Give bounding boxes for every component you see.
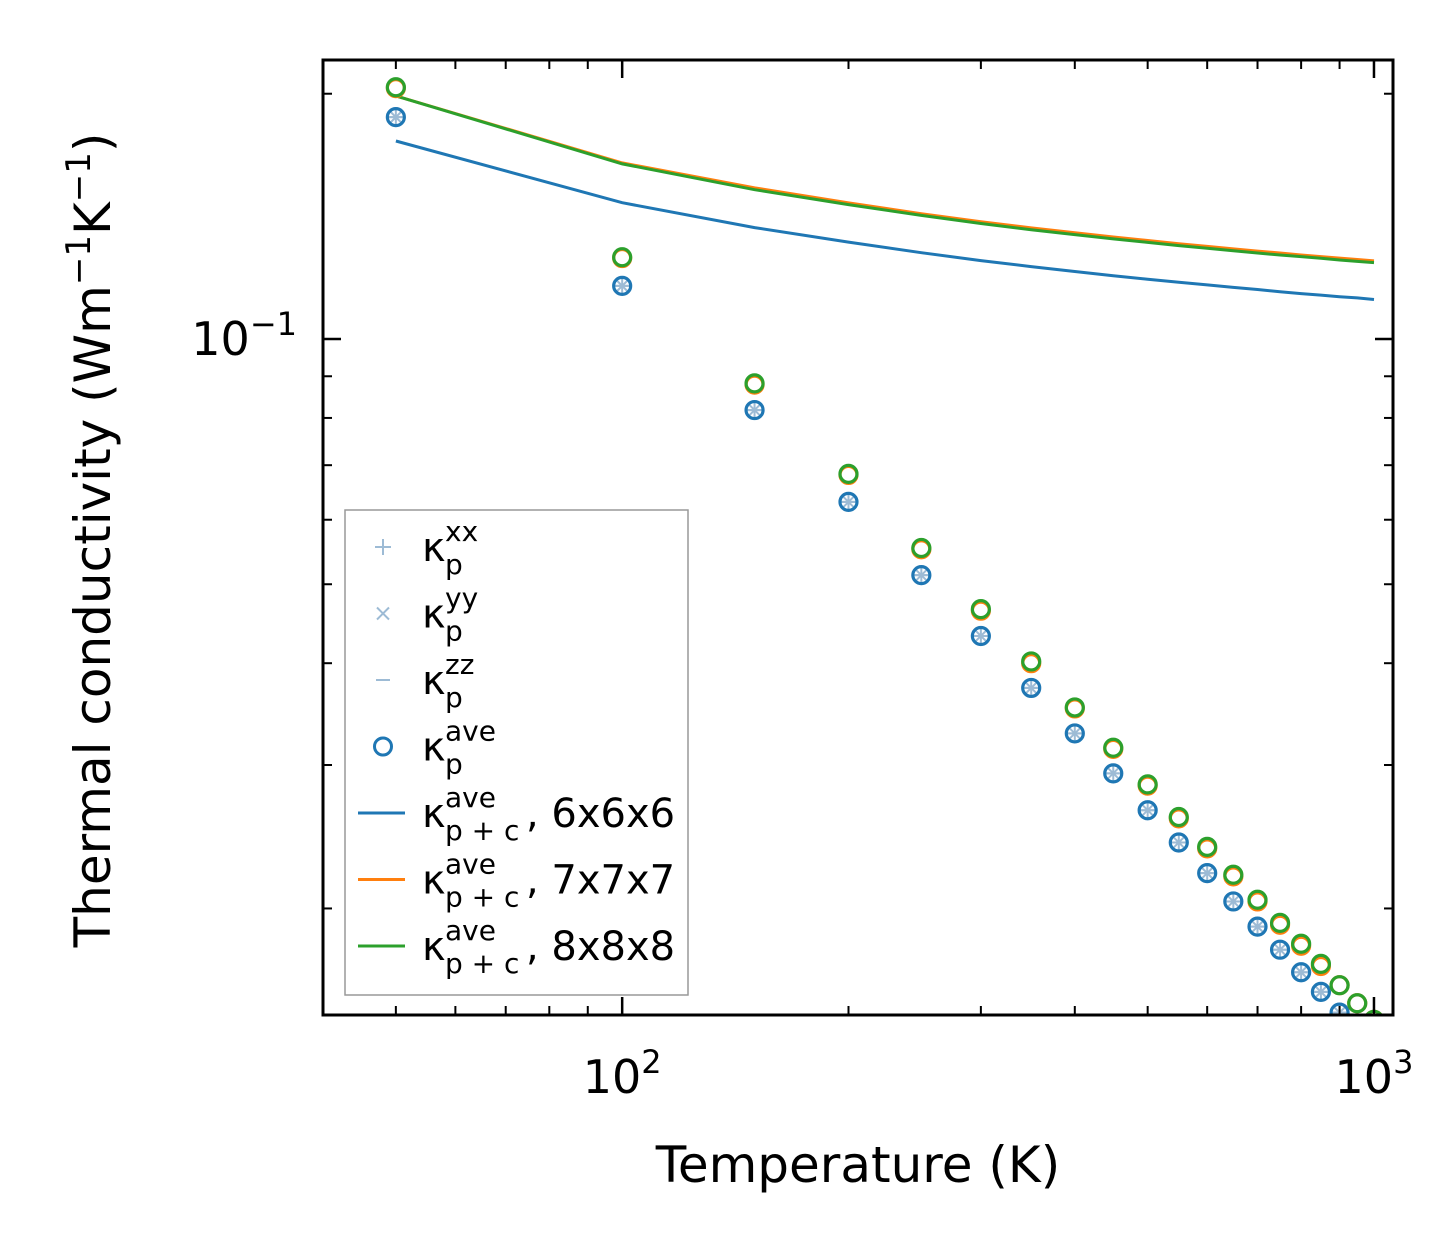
legend-subscript: p + c — [445, 814, 519, 847]
point--p-ave-8x8x8--500 — [1137, 774, 1158, 795]
point--p-ave-6x6x6--500 — [1137, 800, 1158, 821]
point--p-ave-8x8x8--700 — [1247, 889, 1268, 910]
legend-subscript: p — [445, 615, 463, 648]
point--p-ave-8x8x8--950 — [1347, 993, 1368, 1014]
point--p-ave-6x6x6--200 — [838, 491, 859, 513]
legend-kappa: κ — [422, 924, 446, 970]
point--p-ave-6x6x6--300 — [970, 625, 991, 647]
legend-superscript: xx — [445, 515, 478, 548]
legend-x-marker — [376, 606, 390, 621]
series-line--p-c-ave-8x8x8 — [395, 94, 1375, 265]
point--p-ave-8x8x8--450 — [1103, 737, 1124, 758]
legend-subscript: p + c — [445, 881, 519, 914]
series-line--p-c-ave-7x7x7 — [395, 94, 1375, 263]
legend-entry-2: κ zzp — [376, 648, 474, 714]
series-line--p-c-ave-6x6x6 — [395, 139, 1375, 301]
legend-suffix: , 8x8x8 — [526, 924, 675, 970]
point--p-ave-6x6x6--400 — [1064, 723, 1085, 744]
legend-kappa: κ — [422, 592, 446, 638]
point--p-ave-6x6x6--50 — [385, 107, 406, 128]
point--p-ave-6x6x6--100 — [612, 275, 633, 296]
legend-suffix: , 7x7x7 — [526, 858, 675, 904]
x-tick-label-1000: 103 — [1335, 1043, 1414, 1104]
point--p-ave-6x6x6--600 — [1197, 863, 1218, 884]
y-axis-label: Thermal conductivity (Wm−1K−1) — [59, 133, 122, 949]
legend-subscript: p — [445, 748, 463, 781]
legend-entry-0: κ xxp — [375, 515, 478, 581]
legend-kappa: κ — [422, 791, 446, 837]
point--p-ave-8x8x8--750 — [1269, 912, 1291, 934]
point--p-ave-8x8x8--150 — [744, 373, 765, 394]
point--p-ave-8x8x8--250 — [911, 537, 932, 559]
legend-superscript: ave — [445, 914, 496, 947]
legend-superscript: ave — [445, 781, 496, 814]
point--p-ave-8x8x8--550 — [1168, 806, 1189, 828]
point--p-ave-6x6x6--650 — [1223, 891, 1244, 912]
legend-frame — [344, 509, 689, 996]
plot-frame — [321, 58, 1395, 1017]
y-tick-label-0.1: 10−1 — [191, 305, 297, 366]
plot-content — [385, 77, 1383, 1038]
point--p-ave-6x6x6--150 — [744, 399, 765, 421]
point--p-ave-8x8x8--300 — [970, 599, 991, 620]
point--p-ave-8x8x8--650 — [1223, 864, 1244, 885]
point--p-ave-8x8x8--900 — [1329, 975, 1350, 996]
legend-plus-marker — [375, 539, 391, 555]
point--p-ave-8x8x8--50 — [385, 77, 406, 98]
legend-kappa: κ — [422, 858, 446, 904]
axes-ticks: 102 103 10−1 — [191, 58, 1414, 1104]
point--p-ave-8x8x8--350 — [1021, 651, 1042, 672]
point--p-ave-8x8x8--200 — [838, 463, 859, 484]
point--p-ave-8x8x8--100 — [612, 247, 633, 268]
point--p-ave-6x6x6--450 — [1103, 763, 1124, 784]
legend-subscript: p + c — [445, 947, 519, 980]
point--p-xx-950 — [1349, 1022, 1365, 1038]
point--p-yy-950 — [1351, 1024, 1363, 1036]
point--p-ave-6x6x6--250 — [911, 565, 932, 586]
point--p-ave-6x6x6--350 — [1021, 677, 1042, 699]
legend-subscript: p — [445, 681, 463, 714]
point--p-ave-8x8x8--600 — [1197, 836, 1218, 858]
legend-circle-marker — [373, 736, 393, 757]
legend-entry-1: κ yyp — [376, 582, 478, 648]
point--p-ave-6x6x6--700 — [1247, 916, 1268, 937]
point--p-ave-8x8x8--400 — [1064, 697, 1085, 718]
legend-superscript: ave — [445, 715, 496, 748]
x-axis-label: Temperature (K) — [655, 1136, 1060, 1194]
point--p-ave-6x6x6--850 — [1310, 981, 1332, 1002]
point--p-ave-6x6x6--750 — [1269, 939, 1291, 960]
legend-superscript: ave — [445, 848, 496, 881]
legend-superscript: zz — [445, 648, 474, 681]
legend-superscript: yy — [445, 582, 478, 615]
legend-kappa: κ — [422, 525, 446, 571]
point--p-ave-6x6x6--550 — [1168, 832, 1189, 853]
legend-suffix: , 6x6x6 — [526, 791, 675, 837]
legend-kappa: κ — [422, 658, 446, 704]
legend-kappa: κ — [422, 725, 446, 771]
point--p-ave-8x8x8--850 — [1310, 953, 1332, 974]
legend-subscript: p — [445, 548, 463, 581]
point--p-ave-6x6x6--950 — [1349, 1021, 1366, 1038]
point--p-ave-6x6x6--800 — [1291, 962, 1312, 983]
point--p-ave-8x8x8--800 — [1291, 933, 1312, 954]
x-tick-label-100: 102 — [583, 1043, 662, 1104]
point--p-ave-6x6x6--900 — [1329, 1002, 1350, 1015]
